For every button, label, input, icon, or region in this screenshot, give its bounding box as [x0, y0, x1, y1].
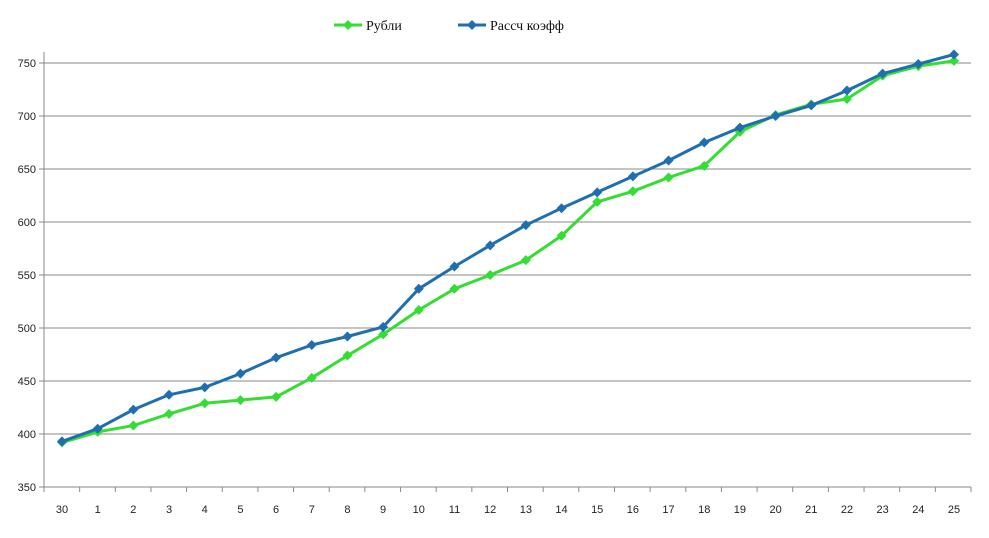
data-point — [663, 155, 674, 166]
legend-marker-rassch — [467, 20, 477, 30]
x-tick-label: 11 — [449, 504, 460, 516]
data-point — [699, 160, 710, 171]
data-point — [949, 55, 959, 66]
data-point — [413, 304, 424, 315]
data-point — [841, 94, 852, 105]
data-point — [770, 111, 781, 121]
data-point — [235, 368, 246, 379]
data-point — [128, 420, 139, 431]
x-tick-label: 19 — [734, 504, 746, 516]
data-point — [92, 423, 103, 434]
data-point — [271, 391, 282, 402]
x-tick-label: 14 — [555, 504, 567, 516]
data-point — [841, 85, 852, 96]
data-point — [699, 137, 710, 148]
x-tick-label: 15 — [591, 504, 603, 516]
grid — [44, 62, 971, 488]
x-tick-label: 13 — [520, 504, 532, 516]
y-axis-ticks: 350 400 450 500 550 600 650 700 750 — [18, 58, 44, 494]
legend-marker-rubli — [343, 20, 353, 30]
data-point — [342, 350, 353, 361]
x-tick-label: 22 — [841, 504, 853, 516]
x-tick-label: 12 — [484, 504, 496, 516]
x-tick-label: 30 — [56, 504, 68, 516]
data-point — [342, 331, 353, 342]
x-tick-label: 1 — [95, 504, 101, 516]
x-tick-label: 10 — [413, 504, 425, 516]
x-tick-label: 9 — [380, 504, 386, 516]
y-tick-label: 550 — [18, 270, 36, 282]
data-point — [949, 49, 959, 60]
x-tick-label: 4 — [202, 504, 208, 516]
data-point — [663, 172, 674, 183]
legend: Рубли Рассч коэфф — [334, 19, 564, 34]
x-tick-label: 23 — [877, 504, 889, 516]
legend-label-rubli: Рубли — [366, 19, 402, 34]
data-point — [378, 321, 389, 332]
x-tick-label: 6 — [273, 504, 279, 516]
data-point — [592, 196, 603, 207]
data-point — [449, 283, 460, 294]
data-point — [128, 404, 139, 415]
x-tick-label: 21 — [805, 504, 817, 516]
data-point — [235, 395, 246, 406]
x-tick-label: 3 — [166, 504, 172, 516]
data-point — [57, 436, 67, 447]
data-point — [592, 187, 603, 198]
legend-label-rassch: Рассч коэфф — [490, 19, 564, 34]
data-point — [271, 352, 282, 363]
data-point — [449, 261, 460, 272]
series-1 — [57, 49, 959, 447]
x-tick-label: 8 — [344, 504, 350, 516]
data-point — [306, 372, 317, 383]
data-point — [199, 382, 210, 393]
series-line — [61, 53, 955, 443]
y-tick-label: 400 — [18, 429, 36, 441]
y-tick-label: 350 — [18, 482, 36, 494]
data-point — [520, 220, 531, 231]
x-tick-label: 16 — [627, 504, 639, 516]
x-tick-label: 25 — [948, 504, 960, 516]
series-line — [61, 59, 955, 444]
data-point — [485, 240, 496, 251]
data-point — [806, 100, 817, 111]
data-point — [378, 329, 389, 340]
data-point — [734, 122, 745, 133]
y-tick-label: 500 — [18, 323, 36, 335]
data-point — [556, 230, 567, 241]
y-tick-label: 750 — [18, 58, 36, 70]
y-tick-label: 600 — [18, 217, 36, 229]
data-point — [627, 171, 638, 182]
data-point — [199, 398, 210, 409]
data-point — [913, 59, 924, 70]
data-point — [413, 283, 424, 294]
x-tick-label: 5 — [237, 504, 243, 516]
axes — [43, 52, 971, 488]
x-tick-label: 20 — [769, 504, 781, 516]
data-point — [556, 203, 567, 214]
y-tick-label: 700 — [18, 111, 36, 123]
series-group — [57, 49, 959, 448]
data-point — [306, 339, 317, 350]
x-tick-label: 17 — [662, 504, 674, 516]
data-point — [164, 408, 175, 419]
data-point — [485, 270, 496, 280]
data-point — [164, 389, 175, 400]
x-tick-label: 7 — [309, 504, 315, 516]
data-point — [877, 68, 888, 79]
y-tick-label: 450 — [18, 376, 36, 388]
x-tick-label: 2 — [130, 504, 136, 516]
x-tick-label: 18 — [698, 504, 710, 516]
x-tick-label: 24 — [912, 504, 924, 516]
data-point — [520, 255, 531, 266]
y-tick-label: 650 — [18, 164, 36, 176]
data-point — [627, 186, 638, 197]
x-axis-ticks: 30 1 2 3 4 5 6 7 8 9 10 11 12 13 14 15 16 17 18 19 20 21 22 23 2… — [43, 487, 972, 516]
